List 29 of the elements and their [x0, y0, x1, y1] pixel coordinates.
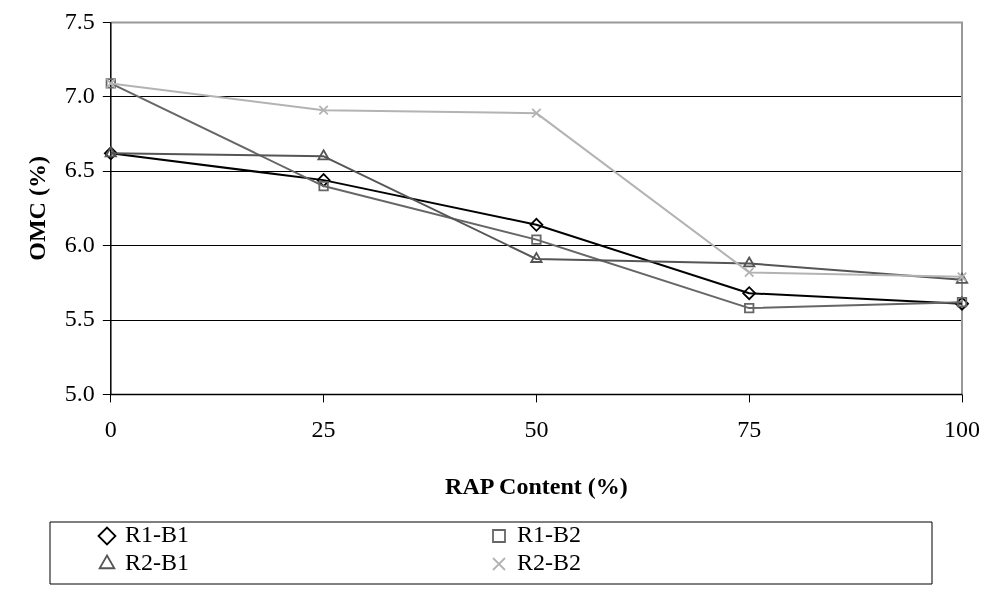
y-tick-label: 7.0: [64, 82, 95, 109]
point: [318, 180, 329, 192]
legend-label: R1-B1: [124, 521, 490, 548]
point: [744, 302, 755, 314]
y-tick-label: 5.0: [64, 379, 95, 406]
point: [530, 252, 543, 263]
y-tick-label: 6.0: [64, 230, 95, 257]
point: [742, 286, 757, 301]
y-axis-title: OMC (%): [23, 156, 50, 261]
legend-label: R2-B2: [517, 549, 882, 576]
point: [317, 149, 330, 161]
y-tick-label: 6.5: [64, 156, 95, 183]
x-tick-label: 25: [311, 416, 336, 443]
point: [744, 267, 755, 278]
point: [318, 105, 329, 116]
x-axis-title: RAP Content (%): [445, 472, 628, 499]
point: [743, 256, 756, 268]
x-tick-label: 50: [524, 416, 549, 443]
x-tick-label: 0: [104, 416, 117, 443]
point: [316, 173, 331, 188]
point: [531, 108, 542, 119]
x-tick-label: 100: [944, 416, 980, 443]
point: [531, 234, 542, 245]
x-tick-label: 75: [737, 416, 762, 443]
y-tick-label: 5.5: [64, 305, 95, 332]
y-tick-label: 7.5: [64, 7, 95, 34]
legend-label: R2-B1: [124, 549, 490, 576]
legend-label: R1-B2: [517, 521, 882, 548]
point: [529, 217, 544, 232]
